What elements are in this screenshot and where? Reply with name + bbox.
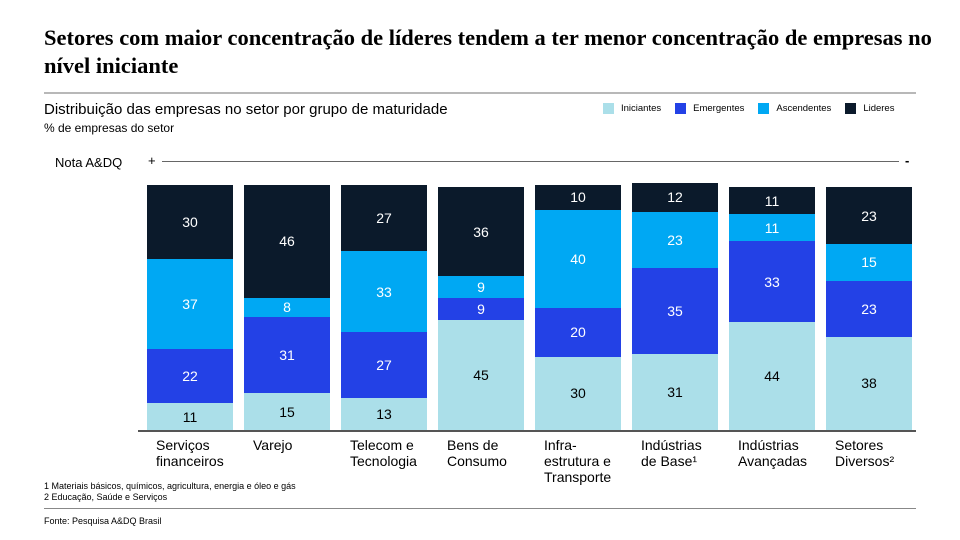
legend: Iniciantes Emergentes Ascendentes Lideres (603, 103, 894, 114)
bar-segment: 27 (341, 332, 427, 399)
bar-segment: 9 (438, 297, 524, 320)
legend-label: Iniciantes (621, 103, 662, 114)
legend-swatch (603, 103, 614, 114)
bar-segment: 11 (729, 214, 815, 242)
legend-item: Iniciantes (603, 103, 661, 114)
category-label: Setores Diversos² (835, 437, 895, 469)
nota-label: Nota A&DQ (55, 155, 123, 170)
nota-minus: - (905, 153, 910, 168)
bar-segment: 38 (826, 336, 912, 430)
category-label: Serviços financeiros (156, 437, 224, 469)
bar-segment: 30 (147, 185, 233, 259)
bar-segment: 15 (826, 243, 912, 281)
divider (44, 92, 916, 94)
footnote-2: 2 Educação, Saúde e Serviços (44, 492, 168, 502)
bar-segment: 11 (147, 403, 233, 430)
x-axis (138, 430, 916, 432)
bar-segment: 23 (632, 211, 718, 269)
source: Fonte: Pesquisa A&DQ Brasil (44, 516, 162, 526)
bar-segment: 35 (632, 268, 718, 355)
bar-segment: 37 (147, 258, 233, 350)
bar-segment: 22 (147, 349, 233, 404)
chart-subtitle: Distribuição das empresas no setor por g… (44, 101, 448, 118)
bar-segment: 31 (244, 317, 330, 394)
legend-item: Ascendentes (758, 103, 831, 114)
bar-segment: 23 (826, 280, 912, 337)
legend-label: Emergentes (693, 103, 745, 114)
legend-item: Lideres (845, 103, 894, 114)
legend-swatch (675, 103, 687, 114)
bar-segment: 20 (535, 307, 621, 357)
nota-plus: + (148, 153, 156, 168)
bar-segment: 36 (438, 187, 524, 276)
category-label: Indústrias de Base¹ (641, 437, 702, 469)
bar-segment: 10 (535, 185, 621, 210)
bar-segment: 11 (729, 187, 815, 215)
bar-segment: 46 (244, 185, 330, 298)
bar-segment: 8 (244, 297, 330, 318)
footnote-1: 1 Materiais básicos, químicos, agricultu… (44, 481, 296, 491)
category-label: Telecom e Tecnologia (350, 437, 417, 469)
category-label: Bens de Consumo (447, 437, 507, 469)
bar-segment: 33 (729, 241, 815, 323)
bar-segment: 9 (438, 275, 524, 298)
category-label: Varejo (253, 437, 293, 453)
legend-label: Ascendentes (776, 103, 832, 114)
bar-segment: 13 (341, 398, 427, 430)
legend-label: Lideres (863, 103, 895, 114)
divider (44, 508, 916, 509)
bar-segment: 12 (632, 182, 718, 212)
legend-swatch (758, 103, 770, 114)
unit-label: % de empresas do setor (44, 121, 175, 135)
nota-scale-line (162, 161, 899, 162)
bar-segment: 15 (244, 393, 330, 430)
bar-segment: 45 (438, 319, 524, 430)
category-label: Infra- estrutura e Transporte (544, 437, 612, 485)
bar-segment: 44 (729, 322, 815, 430)
page-title: Setores com maior concentração de lídere… (44, 25, 932, 78)
bar-segment: 23 (826, 187, 912, 244)
bar-segment: 27 (341, 185, 427, 252)
category-label: Indústrias Avançadas (738, 437, 808, 469)
legend-swatch (845, 103, 857, 114)
bar-segment: 33 (341, 251, 427, 332)
legend-item: Emergentes (675, 103, 744, 114)
bar-segment: 40 (535, 209, 621, 308)
bar-segment: 30 (535, 356, 621, 430)
bar-segment: 31 (632, 354, 718, 430)
